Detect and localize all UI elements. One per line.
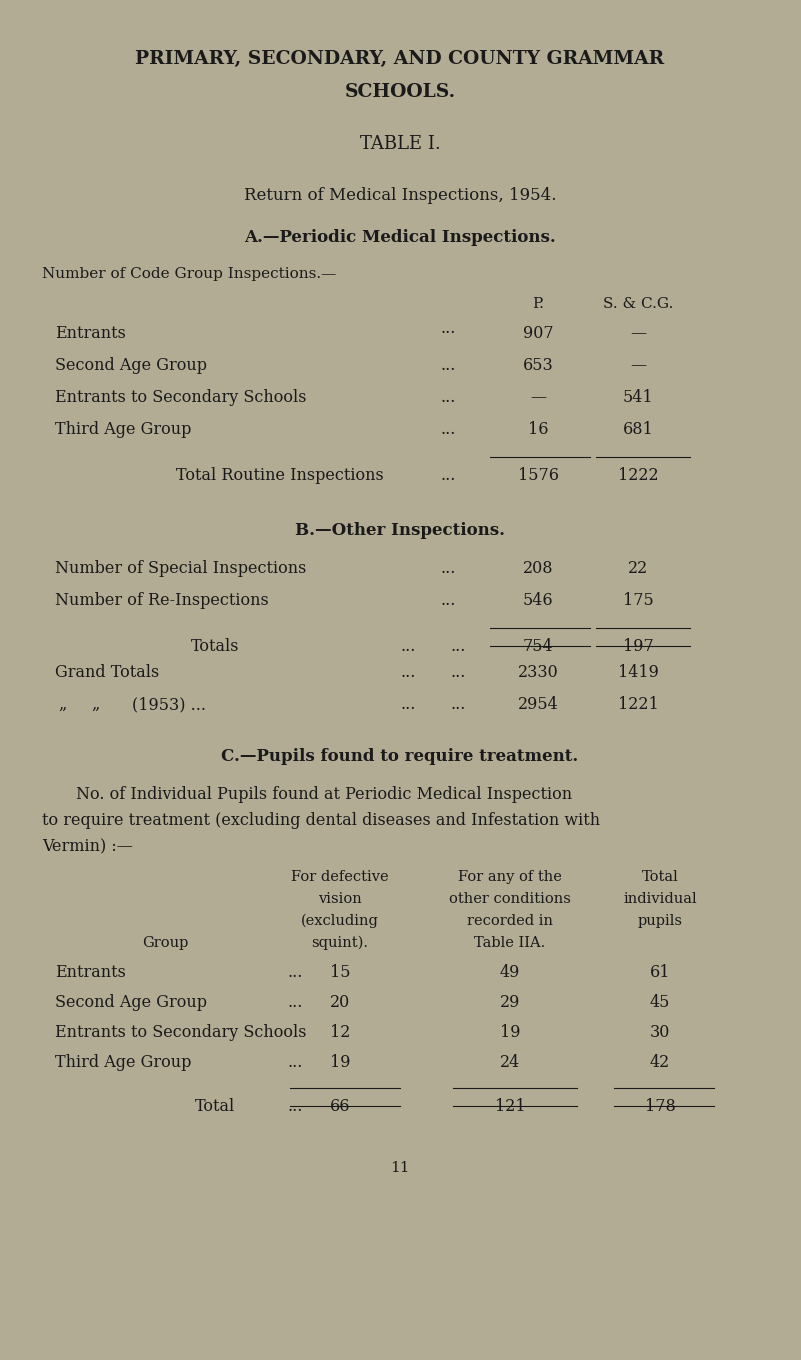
- Text: ...: ...: [450, 638, 465, 656]
- Text: 15: 15: [330, 964, 350, 981]
- Text: ...: ...: [288, 994, 303, 1010]
- Text: P.: P.: [532, 296, 544, 311]
- Text: Total: Total: [195, 1098, 235, 1115]
- Text: For defective: For defective: [292, 870, 388, 884]
- Text: Number of Re-Inspections: Number of Re-Inspections: [55, 592, 269, 609]
- Text: 16: 16: [528, 422, 548, 438]
- Text: Entrants: Entrants: [55, 325, 126, 341]
- Text: 2330: 2330: [517, 664, 558, 681]
- Text: 19: 19: [330, 1054, 350, 1072]
- Text: Third Age Group: Third Age Group: [55, 422, 191, 438]
- Text: ...: ...: [400, 696, 416, 713]
- Text: 681: 681: [622, 422, 654, 438]
- Text: (excluding: (excluding: [301, 914, 379, 929]
- Text: 66: 66: [330, 1098, 350, 1115]
- Text: Entrants to Secondary Schools: Entrants to Secondary Schools: [55, 389, 307, 407]
- Text: ...: ...: [450, 696, 465, 713]
- Text: 30: 30: [650, 1024, 670, 1040]
- Text: 11: 11: [390, 1161, 410, 1175]
- Text: Number of Code Group Inspections.—: Number of Code Group Inspections.—: [42, 267, 336, 282]
- Text: ...: ...: [441, 389, 456, 407]
- Text: 754: 754: [523, 638, 553, 656]
- Text: Entrants to Secondary Schools: Entrants to Secondary Schools: [55, 1024, 307, 1040]
- Text: —: —: [630, 356, 646, 374]
- Text: 49: 49: [500, 964, 520, 981]
- Text: Totals: Totals: [191, 638, 239, 656]
- Text: Vermin) :—: Vermin) :—: [42, 838, 133, 855]
- Text: to require treatment (excluding dental diseases and Infestation with: to require treatment (excluding dental d…: [42, 812, 600, 830]
- Text: 61: 61: [650, 964, 670, 981]
- Text: 45: 45: [650, 994, 670, 1010]
- Text: 19: 19: [500, 1024, 521, 1040]
- Text: other conditions: other conditions: [449, 892, 571, 906]
- Text: 29: 29: [500, 994, 520, 1010]
- Text: —: —: [630, 325, 646, 341]
- Text: ...: ...: [288, 964, 303, 981]
- Text: 22: 22: [628, 560, 648, 577]
- Text: ...: ...: [441, 356, 456, 374]
- Text: 20: 20: [330, 994, 350, 1010]
- Text: 907: 907: [523, 325, 553, 341]
- Text: ...: ...: [288, 1054, 303, 1072]
- Text: ...: ...: [441, 422, 456, 438]
- Text: ...: ...: [288, 1098, 303, 1115]
- Text: 208: 208: [523, 560, 553, 577]
- Text: Table IIA.: Table IIA.: [474, 936, 545, 951]
- Text: recorded in: recorded in: [467, 914, 553, 928]
- Text: Entrants: Entrants: [55, 964, 126, 981]
- Text: squint).: squint).: [312, 936, 368, 951]
- Text: Total Routine Inspections: Total Routine Inspections: [176, 466, 384, 484]
- Text: Number of Special Inspections: Number of Special Inspections: [55, 560, 306, 577]
- Text: ...: ...: [400, 638, 416, 656]
- Text: A.—Periodic Medical Inspections.: A.—Periodic Medical Inspections.: [244, 228, 556, 246]
- Text: ...: ...: [441, 592, 456, 609]
- Text: 178: 178: [645, 1098, 675, 1115]
- Text: 12: 12: [330, 1024, 350, 1040]
- Text: 42: 42: [650, 1054, 670, 1072]
- Text: B.—Other Inspections.: B.—Other Inspections.: [295, 522, 505, 539]
- Text: Second Age Group: Second Age Group: [55, 356, 207, 374]
- Text: TABLE I.: TABLE I.: [360, 135, 441, 154]
- Text: 1419: 1419: [618, 664, 658, 681]
- Text: 546: 546: [523, 592, 553, 609]
- Text: 1576: 1576: [517, 466, 558, 484]
- Text: 653: 653: [522, 356, 553, 374]
- Text: 1221: 1221: [618, 696, 658, 713]
- Text: 197: 197: [622, 638, 654, 656]
- Text: SCHOOLS.: SCHOOLS.: [344, 83, 456, 101]
- Text: individual: individual: [623, 892, 697, 906]
- Text: vision: vision: [318, 892, 362, 906]
- Text: —: —: [530, 389, 546, 407]
- Text: Grand Totals: Grand Totals: [55, 664, 159, 681]
- Text: Return of Medical Inspections, 1954.: Return of Medical Inspections, 1954.: [244, 188, 556, 204]
- Text: 121: 121: [495, 1098, 525, 1115]
- Text: 175: 175: [622, 592, 654, 609]
- Text: 541: 541: [622, 389, 654, 407]
- Text: 1222: 1222: [618, 466, 658, 484]
- Text: S. & C.G.: S. & C.G.: [603, 296, 673, 311]
- Text: ...: ...: [450, 664, 465, 681]
- Text: (1953) ...: (1953) ...: [132, 696, 206, 713]
- Text: ···: ···: [441, 325, 456, 341]
- Text: ...: ...: [400, 664, 416, 681]
- Text: Total: Total: [642, 870, 678, 884]
- Text: No. of Individual Pupils found at Periodic Medical Inspection: No. of Individual Pupils found at Period…: [76, 786, 572, 802]
- Text: 24: 24: [500, 1054, 520, 1072]
- Text: ...: ...: [441, 466, 456, 484]
- Text: ...: ...: [441, 560, 456, 577]
- Text: Second Age Group: Second Age Group: [55, 994, 207, 1010]
- Text: pupils: pupils: [638, 914, 682, 928]
- Text: Third Age Group: Third Age Group: [55, 1054, 191, 1072]
- Text: „: „: [58, 696, 66, 713]
- Text: PRIMARY, SECONDARY, AND COUNTY GRAMMAR: PRIMARY, SECONDARY, AND COUNTY GRAMMAR: [135, 50, 665, 68]
- Text: 2954: 2954: [517, 696, 558, 713]
- Text: Group: Group: [142, 936, 188, 951]
- Text: „: „: [91, 696, 99, 713]
- Text: For any of the: For any of the: [458, 870, 562, 884]
- Text: C.—Pupils found to require treatment.: C.—Pupils found to require treatment.: [221, 748, 578, 766]
